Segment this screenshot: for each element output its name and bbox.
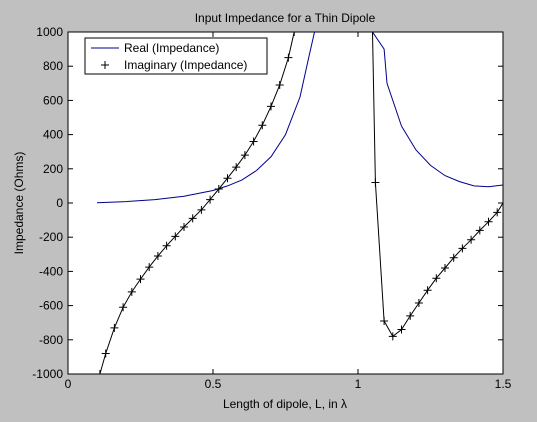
series-2-marker-1-17 — [232, 163, 241, 172]
series-2-marker-1-6 — [136, 275, 145, 284]
series-layer — [95, 32, 503, 374]
y-axis-label: Impedance (Ohms) — [12, 152, 26, 255]
series-2-marker-2-15 — [484, 217, 493, 226]
series-2-marker-1-11 — [180, 222, 188, 231]
series-2-marker-1-1 — [95, 370, 104, 374]
series-2-marker-2-3 — [380, 316, 389, 325]
series-1-line-segment-1 — [96, 32, 315, 204]
series-2-marker-2-2 — [371, 178, 380, 187]
ticks-layer: 0 0.5 1 1.5 -1000 -800 -600 -400 -200 0 200 400 600 8… — [32, 25, 511, 391]
series-2-marker-1-12 — [188, 214, 197, 223]
series-2-marker-1-18 — [240, 151, 249, 160]
series-2-marker-1-15 — [214, 184, 223, 193]
series-2-marker-2-13 — [467, 235, 476, 244]
y-tick-label: 0 — [56, 196, 63, 210]
series-1-line-segment-2 — [372, 32, 503, 188]
x-axis-label: Length of dipole, L, in λ — [223, 397, 347, 411]
series-2-marker-1-14 — [206, 195, 215, 204]
y-tick-label: 200 — [43, 162, 63, 176]
series-2-marker-1-20 — [258, 121, 267, 130]
x-tick-label: 1.5 — [495, 377, 512, 391]
x-tick-label: 0.5 — [205, 377, 222, 391]
series-2-marker-1-10 — [171, 232, 180, 241]
series-2-marker-2-16 — [493, 208, 502, 217]
series-2-marker-1-7 — [145, 263, 154, 272]
series-2-marker-2-7 — [414, 299, 423, 308]
series-2-marker-1-5 — [127, 287, 136, 296]
series-2-marker-1-8 — [153, 252, 162, 261]
series-2-marker-1-23 — [284, 53, 293, 62]
series-2-marker-1-9 — [162, 241, 171, 250]
legend-box — [84, 37, 268, 75]
y-tick-label: -800 — [39, 333, 63, 347]
plot-area — [67, 31, 504, 375]
legend-label: Imaginary (Impedance) — [124, 58, 247, 72]
y-tick-label: -1000 — [32, 367, 63, 381]
series-2-marker-2-11 — [449, 253, 458, 262]
chart-title: Input Impedance for a Thin Dipole — [195, 11, 376, 25]
y-tick-label: -200 — [39, 230, 63, 244]
series-2-line-segment-1 — [99, 32, 295, 374]
series-2-marker-1-19 — [249, 137, 258, 146]
series-2-marker-1-13 — [197, 205, 206, 214]
series-2-marker-2-4 — [388, 332, 397, 341]
x-tick-label: 0 — [65, 377, 72, 391]
series-2-marker-2-10 — [441, 263, 449, 272]
series-2-marker-2-9 — [432, 274, 441, 283]
series-2-marker-1-21 — [267, 102, 275, 111]
y-tick-label: 400 — [43, 128, 63, 142]
y-tick-label: 600 — [43, 93, 63, 107]
series-2-marker-2-8 — [423, 286, 432, 295]
legend: Real (Impedance) Imaginary (Impedance) — [84, 37, 268, 75]
series-2-marker-2-5 — [397, 325, 406, 334]
y-tick-label: 1000 — [36, 25, 63, 39]
series-2-marker-2-6 — [406, 311, 415, 320]
y-tick-label: 800 — [43, 59, 63, 73]
series-2-marker-1-2 — [101, 349, 110, 358]
y-tick-label: -600 — [39, 299, 63, 313]
x-tick-label: 1 — [355, 377, 362, 391]
series-2-marker-2-1 — [368, 32, 377, 36]
series-2-marker-1-3 — [110, 323, 119, 332]
series-2-marker-1-22 — [275, 81, 284, 90]
y-tick-label: -400 — [39, 264, 63, 278]
series-2-marker-1-24 — [290, 32, 299, 36]
series-2-marker-1-16 — [223, 174, 232, 183]
series-2-marker-2-14 — [475, 226, 484, 235]
series-2-marker-1-4 — [119, 303, 128, 312]
legend-label: Real (Impedance) — [124, 41, 219, 55]
series-2-marker-2-12 — [458, 244, 467, 253]
legend-swatch-marker — [101, 61, 109, 69]
